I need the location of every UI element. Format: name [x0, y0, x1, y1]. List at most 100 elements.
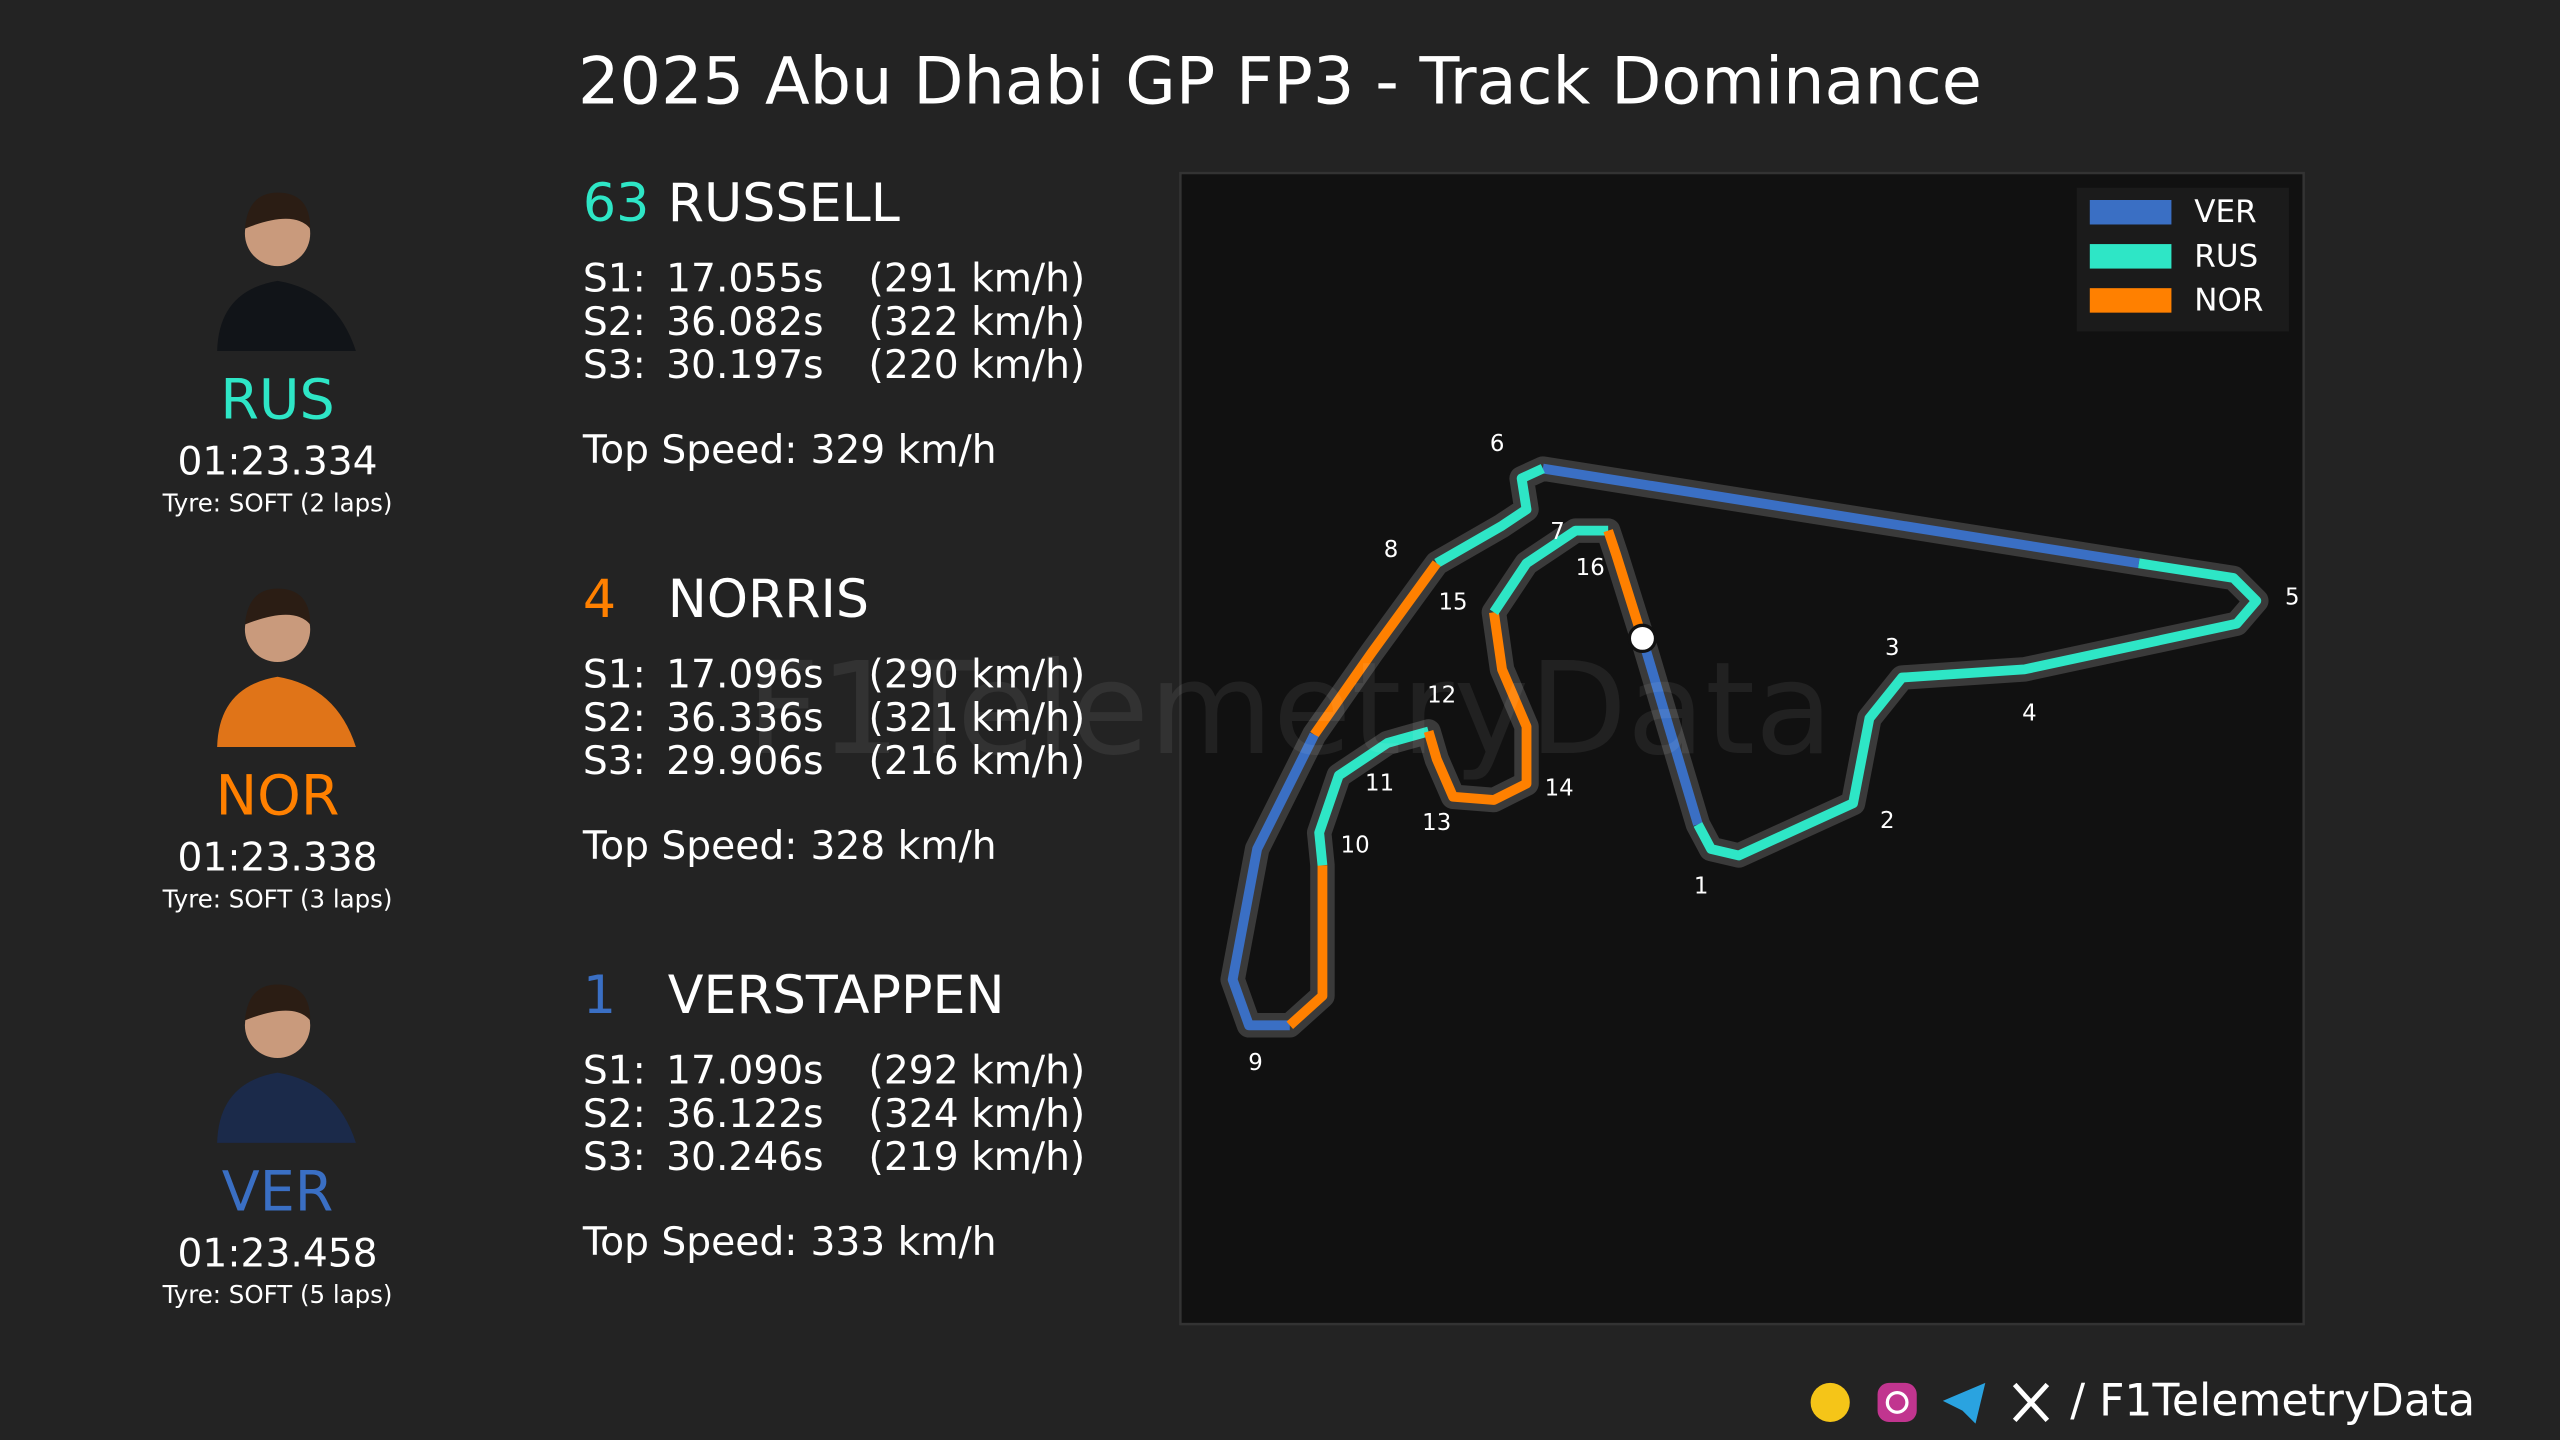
track-segment [1603, 529, 1648, 640]
tyre-info: Tyre: SOFT (5 laps) [162, 1280, 393, 1309]
driver-name: NORRIS [668, 570, 869, 630]
title: 2025 Abu Dhabi GP FP3 - Track Dominance [578, 44, 1982, 120]
track-segment [1434, 464, 1545, 568]
sector-label: S3: [583, 739, 646, 784]
footer-handle: / F1TelemetryData [2070, 1375, 2475, 1426]
driver-code: VER [222, 1159, 334, 1224]
driver-name: RUSSELL [668, 174, 900, 234]
driver-number: 1 [583, 966, 616, 1026]
track-segment [1227, 732, 1319, 1031]
lap-time: 01:23.458 [177, 1231, 377, 1276]
turn-number: 1 [1694, 874, 1709, 900]
sector-time: 17.096s [666, 653, 823, 698]
track [1220, 456, 2269, 1038]
icon-instagram [1877, 1382, 1917, 1423]
top-speed-value: 329 km/h [810, 428, 996, 473]
top-speed-label: Top Speed: [582, 428, 798, 473]
icon-instagram-lens [1885, 1391, 1909, 1414]
portrait-body [217, 280, 356, 352]
sector-speed: (324 km/h) [869, 1092, 1086, 1137]
icon-x [2012, 1382, 2050, 1423]
driver-code: RUS [220, 367, 334, 432]
legend-swatch [2089, 244, 2172, 269]
turn-number: 11 [1365, 771, 1394, 797]
sector-speed: (216 km/h) [869, 739, 1086, 784]
lap-time: 01:23.338 [177, 835, 377, 880]
driver-number: 4 [583, 570, 616, 630]
sector-time: 29.906s [666, 739, 823, 784]
portrait-hair [244, 984, 311, 1021]
sector-speed: (322 km/h) [869, 300, 1086, 345]
sector-speed: (290 km/h) [869, 653, 1086, 698]
legend-label: RUS [2194, 238, 2258, 274]
track-segment [1489, 525, 1609, 615]
sector-speed: (321 km/h) [869, 696, 1086, 741]
sector-speed: (219 km/h) [869, 1135, 1086, 1180]
lap-time: 01:23.334 [177, 440, 377, 485]
portrait-hair [244, 192, 311, 229]
track-segment [1637, 636, 1703, 826]
turn-number: 2 [1880, 808, 1895, 834]
driver-code: NOR [216, 763, 340, 828]
footer-icons [1810, 1382, 2050, 1424]
portrait-hair [244, 588, 311, 625]
sector-label: S2: [583, 696, 646, 741]
sector-time: 30.197s [666, 343, 823, 388]
turn-number: 9 [1248, 1050, 1263, 1076]
portrait-body [217, 1072, 356, 1143]
turn-number: 14 [1545, 776, 1574, 802]
track-segment [1314, 726, 1430, 866]
turn-number: 16 [1576, 555, 1605, 581]
top-speed-label: Top Speed: [582, 1220, 798, 1265]
start-marker [1627, 623, 1658, 654]
track-segment [1310, 560, 1441, 738]
track-segment [1423, 611, 1532, 805]
sector-label: S1: [583, 1049, 646, 1094]
legend-label: NOR [2194, 282, 2263, 318]
turn-number: 12 [1427, 683, 1456, 709]
sector-label: S2: [583, 1092, 646, 1137]
portrait-body [217, 676, 356, 747]
watermark: F1TelemetryData [747, 636, 1833, 784]
driver-name: VERSTAPPEN [668, 966, 1005, 1026]
top-speed-value: 333 km/h [810, 1220, 996, 1265]
sector-time: 17.090s [666, 1049, 823, 1094]
sector-label: S3: [583, 1135, 646, 1180]
turn-number: 10 [1341, 833, 1370, 859]
tyre-info: Tyre: SOFT (3 laps) [162, 884, 393, 913]
track-segment [1542, 463, 2140, 569]
top-speed-label: Top Speed: [582, 824, 798, 869]
sector-speed: (220 km/h) [869, 343, 1086, 388]
icon-telegram [1942, 1382, 1986, 1424]
sector-time: 36.082s [666, 300, 823, 345]
sector-speed: (292 km/h) [869, 1049, 1086, 1094]
sector-label: S1: [583, 257, 646, 302]
top-speed-value: 328 km/h [810, 824, 996, 869]
turn-number: 4 [2022, 700, 2037, 726]
sector-time: 30.246s [666, 1135, 823, 1180]
turn-number: 13 [1422, 810, 1451, 836]
sector-label: S3: [583, 343, 646, 388]
turn-number: 3 [1885, 635, 1900, 661]
sector-time: 36.336s [666, 696, 823, 741]
turn-number: 15 [1439, 589, 1468, 615]
turn-number: 8 [1384, 537, 1399, 563]
driver-number: 63 [583, 174, 649, 234]
track-segment [1693, 558, 2262, 861]
sector-label: S1: [583, 653, 646, 698]
turn-number: 7 [1550, 519, 1565, 545]
legend-swatch [2089, 288, 2172, 313]
legend-label: VER [2194, 194, 2256, 230]
turn-number: 6 [1490, 431, 1505, 457]
sector-speed: (291 km/h) [869, 257, 1086, 302]
turn-number: 5 [2285, 585, 2300, 611]
tyre-info: Tyre: SOFT (2 laps) [162, 488, 393, 517]
sector-label: S2: [583, 300, 646, 345]
sector-time: 17.055s [666, 257, 823, 302]
icon-coffee [1810, 1382, 1850, 1423]
track-segment [1286, 865, 1328, 1029]
legend-swatch [2089, 200, 2172, 225]
sector-time: 36.122s [666, 1092, 823, 1137]
